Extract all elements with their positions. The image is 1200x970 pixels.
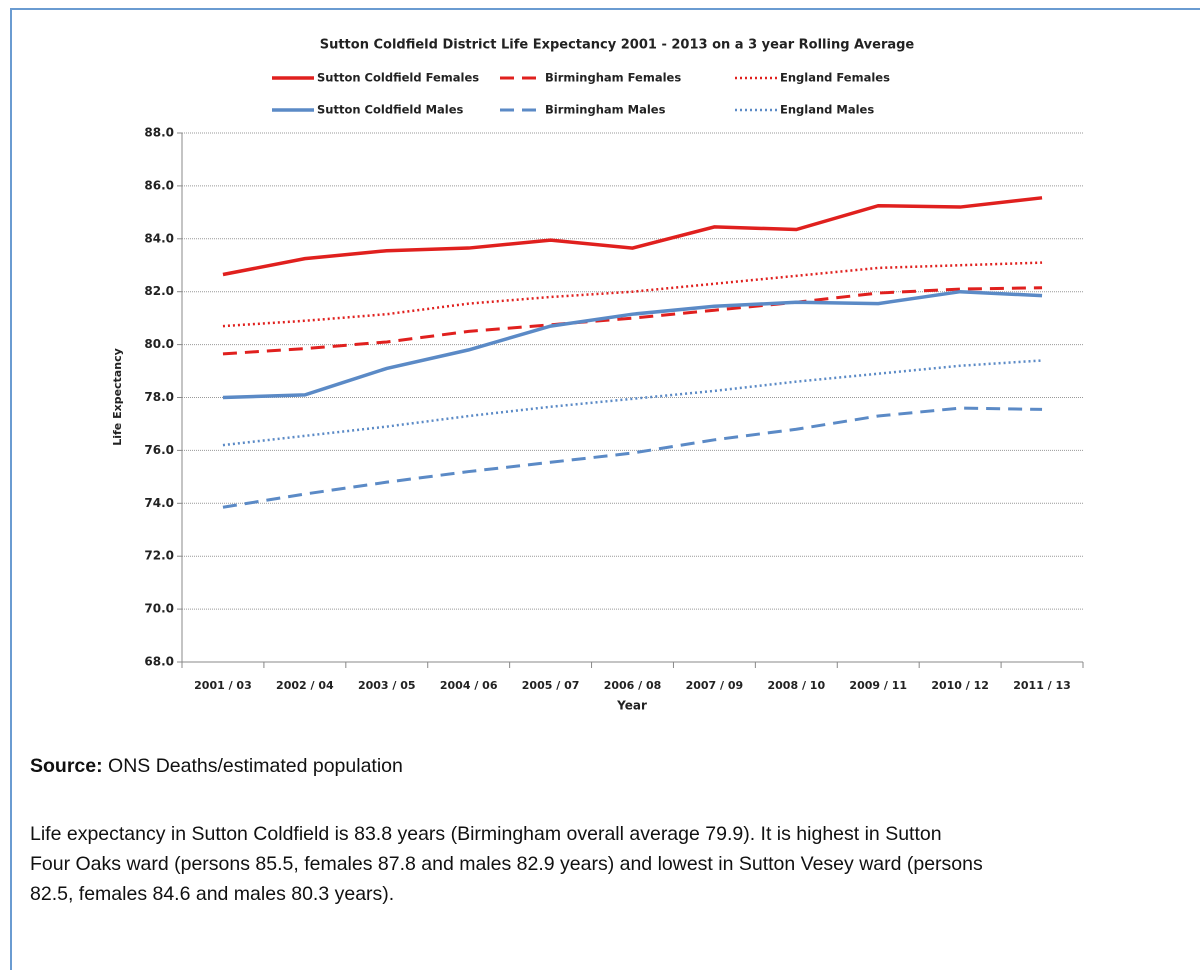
series-line xyxy=(222,196,1043,277)
y-tick-label: 84.0 xyxy=(144,231,174,245)
legend-label: England Males xyxy=(780,103,874,117)
x-tick-label: 2004 / 06 xyxy=(440,679,498,692)
y-tick-label: 72.0 xyxy=(144,549,174,563)
legend-label: Sutton Coldfield Males xyxy=(317,103,464,117)
series-line xyxy=(222,289,1043,400)
x-tick-label: 2009 / 11 xyxy=(849,679,907,692)
chart-title: Sutton Coldfield District Life Expectanc… xyxy=(320,38,915,53)
y-tick-label: 88.0 xyxy=(144,126,174,140)
series-line xyxy=(222,261,1043,328)
source-note: Source: ONS Deaths/estimated population xyxy=(30,755,403,778)
y-tick-label: 70.0 xyxy=(144,602,174,616)
paragraph-line: 82.5, females 84.6 and males 80.3 years)… xyxy=(30,883,395,905)
paragraph-line: Life expectancy in Sutton Coldfield is 8… xyxy=(30,823,942,845)
series-line xyxy=(222,359,1043,447)
y-axis-label: Life Expectancy xyxy=(111,348,124,446)
source-label: Source: xyxy=(30,755,103,777)
legend-label: England Females xyxy=(780,71,890,85)
legend-label: Birmingham Males xyxy=(545,103,666,117)
y-tick-label: 68.0 xyxy=(144,655,174,669)
legend-label: Sutton Coldfield Females xyxy=(317,71,479,85)
series-line xyxy=(222,286,1043,356)
series-line xyxy=(222,406,1043,509)
chart: Sutton Coldfield District Life Expectanc… xyxy=(111,38,1084,713)
y-tick-label: 76.0 xyxy=(144,443,174,457)
x-tick-label: 2010 / 12 xyxy=(931,679,989,692)
legend-label: Birmingham Females xyxy=(545,71,681,85)
x-tick-label: 2008 / 10 xyxy=(768,679,826,692)
y-tick-label: 80.0 xyxy=(144,337,174,351)
page-frame xyxy=(10,8,1200,970)
y-tick-label: 78.0 xyxy=(144,390,174,404)
y-tick-label: 86.0 xyxy=(144,178,174,192)
x-tick-label: 2002 / 04 xyxy=(276,679,334,692)
x-tick-label: 2005 / 07 xyxy=(522,679,580,692)
x-tick-label: 2011 / 13 xyxy=(1013,679,1071,692)
y-tick-label: 74.0 xyxy=(144,496,174,510)
y-tick-label: 82.0 xyxy=(144,284,174,298)
x-tick-label: 2001 / 03 xyxy=(194,679,252,692)
source-text: ONS Deaths/estimated population xyxy=(102,755,403,777)
x-tick-label: 2007 / 09 xyxy=(686,679,744,692)
x-tick-label: 2003 / 05 xyxy=(358,679,416,692)
x-tick-label: 2006 / 08 xyxy=(604,679,662,692)
paragraph-line: Four Oaks ward (persons 85.5, females 87… xyxy=(30,853,983,875)
x-axis-label: Year xyxy=(616,699,647,713)
